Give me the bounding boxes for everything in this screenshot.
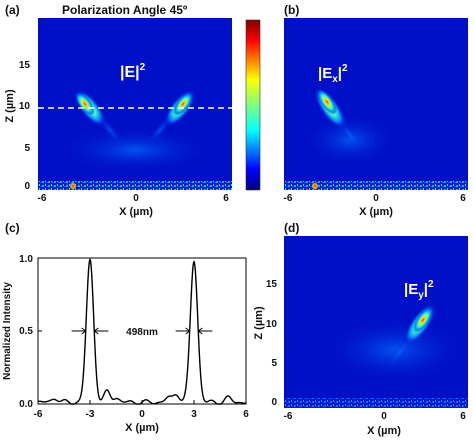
- intensity-curve: [37, 258, 247, 405]
- ytick: 15: [19, 60, 31, 71]
- ytick: 0: [24, 181, 30, 192]
- panel-d: (d) |Ey|2 0 5 10 15 Z (µm) -6 0 6 X (µm): [253, 221, 468, 437]
- ytick: 10: [19, 101, 31, 112]
- ytick: 15: [266, 279, 278, 290]
- xtick: -6: [284, 193, 293, 204]
- xtick: 0: [381, 411, 387, 422]
- panel-c-xlabel: X (µm): [125, 422, 159, 434]
- panel-c-label: (c): [5, 221, 20, 235]
- fwhm-arrow: [175, 327, 191, 335]
- xtick: 3: [191, 409, 197, 420]
- panel-b: (b) |Ex|2 -6 0 6 X (µm): [284, 3, 468, 218]
- panel-d-field-label: |Ey|2: [404, 279, 434, 301]
- ytick: 10: [266, 319, 278, 330]
- xtick: 0: [139, 409, 145, 420]
- ytick: 5: [24, 143, 30, 154]
- panel-c: (c) 498nm 0.0 0.5 1.0 Normalized Intensi…: [2, 221, 249, 434]
- colorbar: [245, 19, 261, 191]
- panel-a-field-label: |E|2: [120, 62, 146, 81]
- fwhm-arrows: [71, 327, 213, 335]
- panel-a-heatmap: [38, 18, 232, 190]
- fwhm-arrow: [197, 327, 213, 335]
- xtick: 0: [373, 193, 379, 204]
- fwhm-annotation: 498nm: [126, 327, 158, 338]
- main-title: Polarization Angle 45º: [62, 3, 188, 17]
- xtick: 6: [460, 411, 466, 422]
- panel-d-heatmap: [284, 236, 468, 408]
- panel-b-xlabel: X (µm): [359, 206, 393, 218]
- panel-c-yticks: 0.0 0.5 1.0: [19, 254, 33, 410]
- panel-b-label: (b): [284, 3, 299, 17]
- panel-c-ylabel: Normalized Intensity: [2, 282, 13, 380]
- panel-a-ylabel: Z (µm): [4, 89, 16, 123]
- panel-a: (a) Polarization Angle 45º |E|2 0 5 10 1…: [4, 3, 232, 218]
- panel-a-yticks: 0 5 10 15: [19, 60, 31, 192]
- xtick: 6: [460, 193, 466, 204]
- ytick: 0: [271, 397, 277, 408]
- fwhm-arrow: [71, 327, 87, 335]
- xtick: 6: [223, 193, 229, 204]
- xtick: 0: [133, 193, 139, 204]
- ytick: 0.0: [19, 399, 33, 410]
- panel-d-yticks: 0 5 10 15: [266, 279, 278, 408]
- panel-b-xticks: -6 0 6: [284, 193, 467, 204]
- panel-a-xlabel: X (µm): [119, 206, 153, 218]
- fwhm-arrow: [93, 327, 109, 335]
- panel-d-xticks: -6 0 6: [284, 411, 467, 422]
- ytick: 1.0: [19, 254, 33, 265]
- ytick: 0.5: [19, 326, 33, 337]
- panel-d-ylabel: Z (µm): [253, 306, 265, 340]
- panel-b-heatmap: [284, 18, 468, 190]
- xtick: -3: [86, 409, 95, 420]
- xtick: 6: [243, 409, 249, 420]
- ytick: 5: [271, 358, 277, 369]
- panel-d-xlabel: X (µm): [367, 425, 401, 437]
- panel-b-field-label: |Ex|2: [318, 63, 348, 85]
- panel-a-label: (a): [5, 3, 20, 17]
- panel-c-xticks: -6 -3 0 3 6: [34, 409, 250, 420]
- xtick: -6: [34, 409, 43, 420]
- xtick: -6: [38, 193, 47, 204]
- panel-d-label: (d): [284, 221, 299, 235]
- xtick: -6: [284, 411, 293, 422]
- panel-a-xticks: -6 0 6: [38, 193, 230, 204]
